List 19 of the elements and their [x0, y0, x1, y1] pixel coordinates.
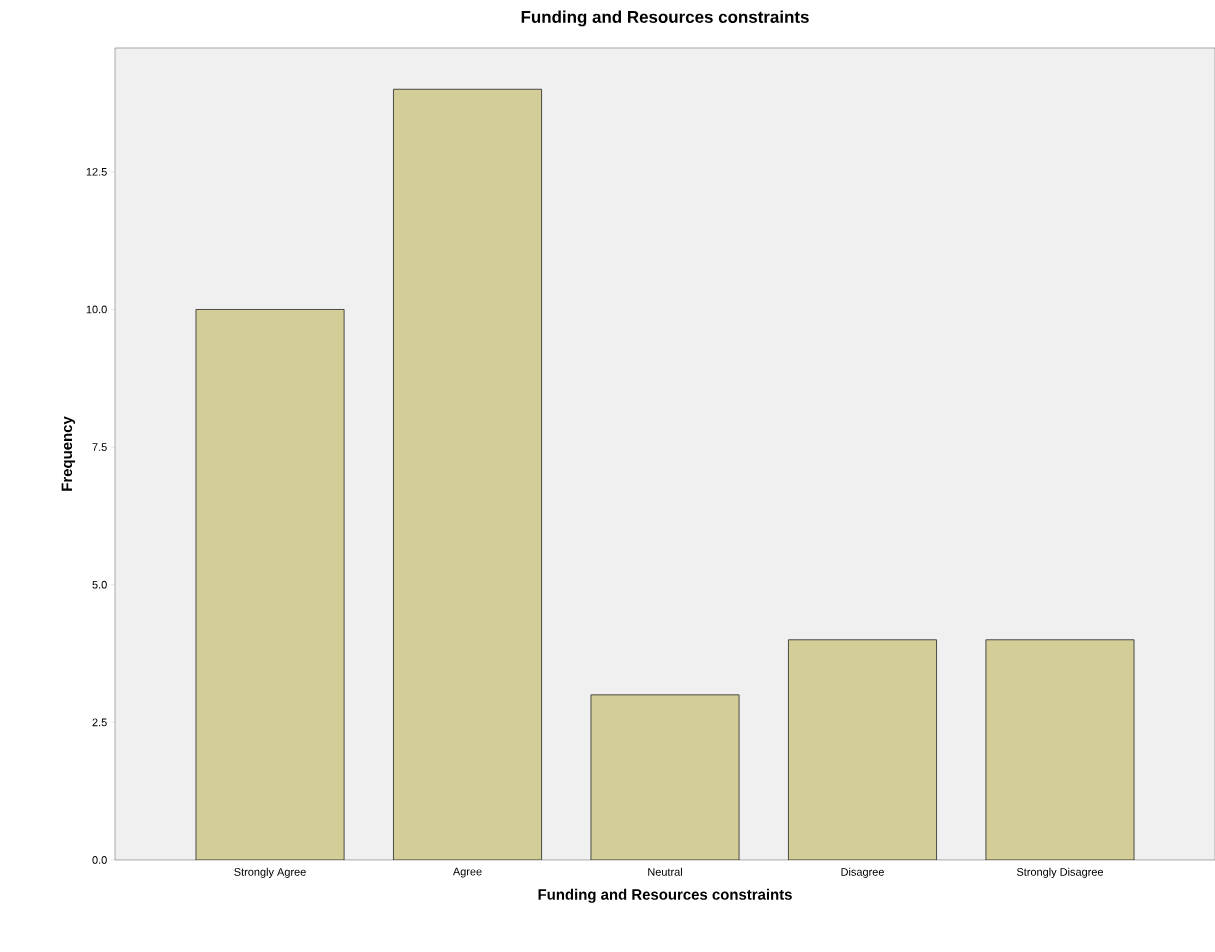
bar: [985, 639, 1135, 860]
bar: [393, 88, 542, 860]
bar: [788, 639, 937, 860]
x-axis-title: Funding and Resources constraints: [538, 888, 792, 903]
x-tick-label: Disagree: [841, 867, 884, 878]
y-axis-title: Frequency: [61, 416, 76, 491]
x-tick-label: Agree: [452, 867, 482, 878]
bar: [590, 694, 740, 860]
x-tick-label: Strongly Agree: [234, 867, 306, 878]
y-tick-label: 5.0: [92, 580, 107, 589]
x-tick-label: Neutral: [648, 867, 682, 876]
chart-title: Funding and Resources constraints: [521, 10, 809, 27]
y-tick-label: 10.0: [86, 305, 107, 314]
x-tick-label: Strongly Disagree: [1016, 867, 1104, 878]
y-tick-label: 7.5: [92, 443, 107, 451]
y-tick-label: 12.5: [86, 167, 107, 176]
y-tick-label: 2.5: [92, 718, 107, 727]
y-tick-label: 0.0: [92, 856, 107, 864]
bar: [195, 309, 345, 860]
